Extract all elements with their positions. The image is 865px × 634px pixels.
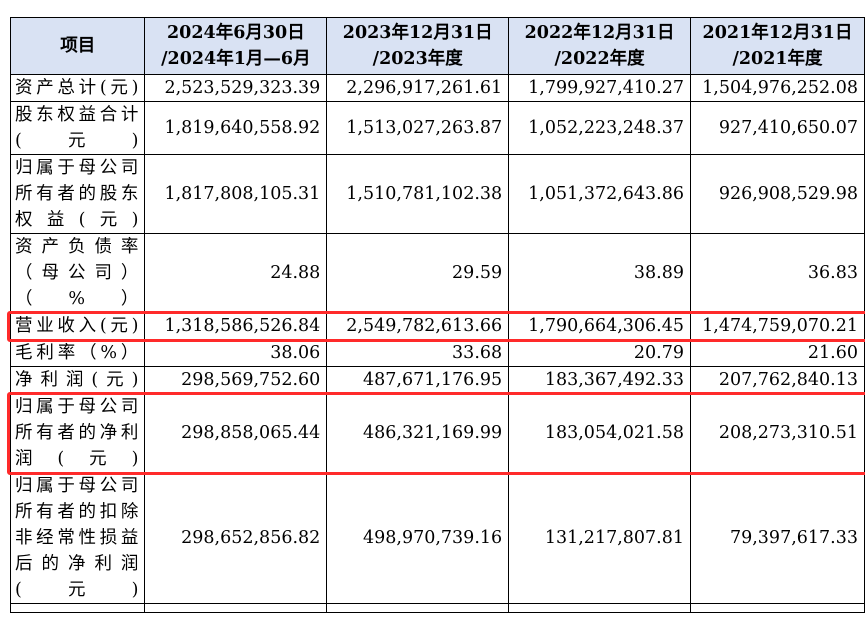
cell-value: 29.59 <box>326 233 510 313</box>
cell-value: 2,296,917,261.61 <box>326 74 510 102</box>
row-total-equity: 股东权益合计(元) 1,819,640,558.92 1,513,027,263… <box>9 101 865 155</box>
row-total-assets: 资产总计(元) 2,523,529,323.39 2,296,917,261.6… <box>9 74 865 102</box>
cell-value: 1,790,664,306.45 <box>508 312 692 340</box>
cell-value: 33.68 <box>326 339 510 367</box>
cell-value: 1,052,223,248.37 <box>508 101 692 155</box>
cut-cell <box>326 603 510 613</box>
row-cut-off <box>9 603 865 613</box>
cell-value: 1,819,640,558.92 <box>144 101 328 155</box>
row-revenue: 营业收入(元) 1,318,586,526.84 2,549,782,613.6… <box>9 312 865 340</box>
cell-value: 487,671,176.95 <box>326 366 510 394</box>
header-2022: 2022年12月31日/2022年度 <box>508 17 692 75</box>
row-label: 净利润(元) <box>9 366 146 394</box>
cut-cell <box>690 603 865 613</box>
cell-value: 498,970,739.16 <box>326 472 510 604</box>
cut-cell <box>508 603 692 613</box>
cut-cell <box>9 603 146 613</box>
row-label: 毛利率（%） <box>9 339 146 367</box>
cell-value: 1,510,781,102.38 <box>326 154 510 234</box>
cell-value: 38.89 <box>508 233 692 313</box>
cell-value: 1,051,372,643.86 <box>508 154 692 234</box>
cell-value: 21.60 <box>690 339 865 367</box>
cell-value: 1,474,759,070.21 <box>690 312 865 340</box>
cell-value: 927,410,650.07 <box>690 101 865 155</box>
cell-value: 20.79 <box>508 339 692 367</box>
cell-value: 298,858,065.44 <box>144 393 328 473</box>
cell-value: 926,908,529.98 <box>690 154 865 234</box>
row-debt-ratio: 资产负债率（母公司）（%） 24.88 29.59 38.89 36.83 <box>9 233 865 313</box>
row-net-profit: 净利润(元) 298,569,752.60 487,671,176.95 183… <box>9 366 865 394</box>
row-label: 资产负债率（母公司）（%） <box>9 233 146 313</box>
cell-value: 207,762,840.13 <box>690 366 865 394</box>
row-parent-equity: 归属于母公司所有者的股东权益(元) 1,817,808,105.31 1,510… <box>9 154 865 234</box>
financial-table-container: 项目 2024年6月30日/2024年1月—6月 2023年12月31日/202… <box>9 17 865 613</box>
cell-value: 1,513,027,263.87 <box>326 101 510 155</box>
cell-value: 298,569,752.60 <box>144 366 328 394</box>
cell-value: 1,504,976,252.08 <box>690 74 865 102</box>
row-label: 归属于母公司所有者的股东权益(元) <box>9 154 146 234</box>
cell-value: 1,318,586,526.84 <box>144 312 328 340</box>
header-2023: 2023年12月31日/2023年度 <box>326 17 510 75</box>
row-label: 资产总计(元) <box>9 74 146 102</box>
cell-value: 38.06 <box>144 339 328 367</box>
cell-value: 298,652,856.82 <box>144 472 328 604</box>
row-label: 股东权益合计(元) <box>9 101 146 155</box>
table-header-row: 项目 2024年6月30日/2024年1月—6月 2023年12月31日/202… <box>9 17 865 75</box>
cell-value: 1,799,927,410.27 <box>508 74 692 102</box>
row-label: 归属于母公司所有者的净利润(元) <box>9 393 146 473</box>
header-item: 项目 <box>9 17 146 75</box>
cell-value: 79,397,617.33 <box>690 472 865 604</box>
cell-value: 131,217,807.81 <box>508 472 692 604</box>
row-parent-net-profit: 归属于母公司所有者的净利润(元) 298,858,065.44 486,321,… <box>9 393 865 473</box>
cell-value: 183,054,021.58 <box>508 393 692 473</box>
row-label: 归属于母公司所有者的扣除非经常性损益后的净利润(元) <box>9 472 146 604</box>
financial-summary-table: 项目 2024年6月30日/2024年1月—6月 2023年12月31日/202… <box>9 17 865 613</box>
cell-value: 2,549,782,613.66 <box>326 312 510 340</box>
header-2021: 2021年12月31日/2021年度 <box>690 17 865 75</box>
cell-value: 1,817,808,105.31 <box>144 154 328 234</box>
cell-value: 36.83 <box>690 233 865 313</box>
row-label: 营业收入(元) <box>9 312 146 340</box>
row-gross-margin: 毛利率（%） 38.06 33.68 20.79 21.60 <box>9 339 865 367</box>
row-parent-net-profit-deducted: 归属于母公司所有者的扣除非经常性损益后的净利润(元) 298,652,856.8… <box>9 472 865 604</box>
cell-value: 24.88 <box>144 233 328 313</box>
cell-value: 183,367,492.33 <box>508 366 692 394</box>
header-2024-h1: 2024年6月30日/2024年1月—6月 <box>144 17 328 75</box>
cell-value: 2,523,529,323.39 <box>144 74 328 102</box>
cell-value: 208,273,310.51 <box>690 393 865 473</box>
cut-cell <box>144 603 328 613</box>
cell-value: 486,321,169.99 <box>326 393 510 473</box>
